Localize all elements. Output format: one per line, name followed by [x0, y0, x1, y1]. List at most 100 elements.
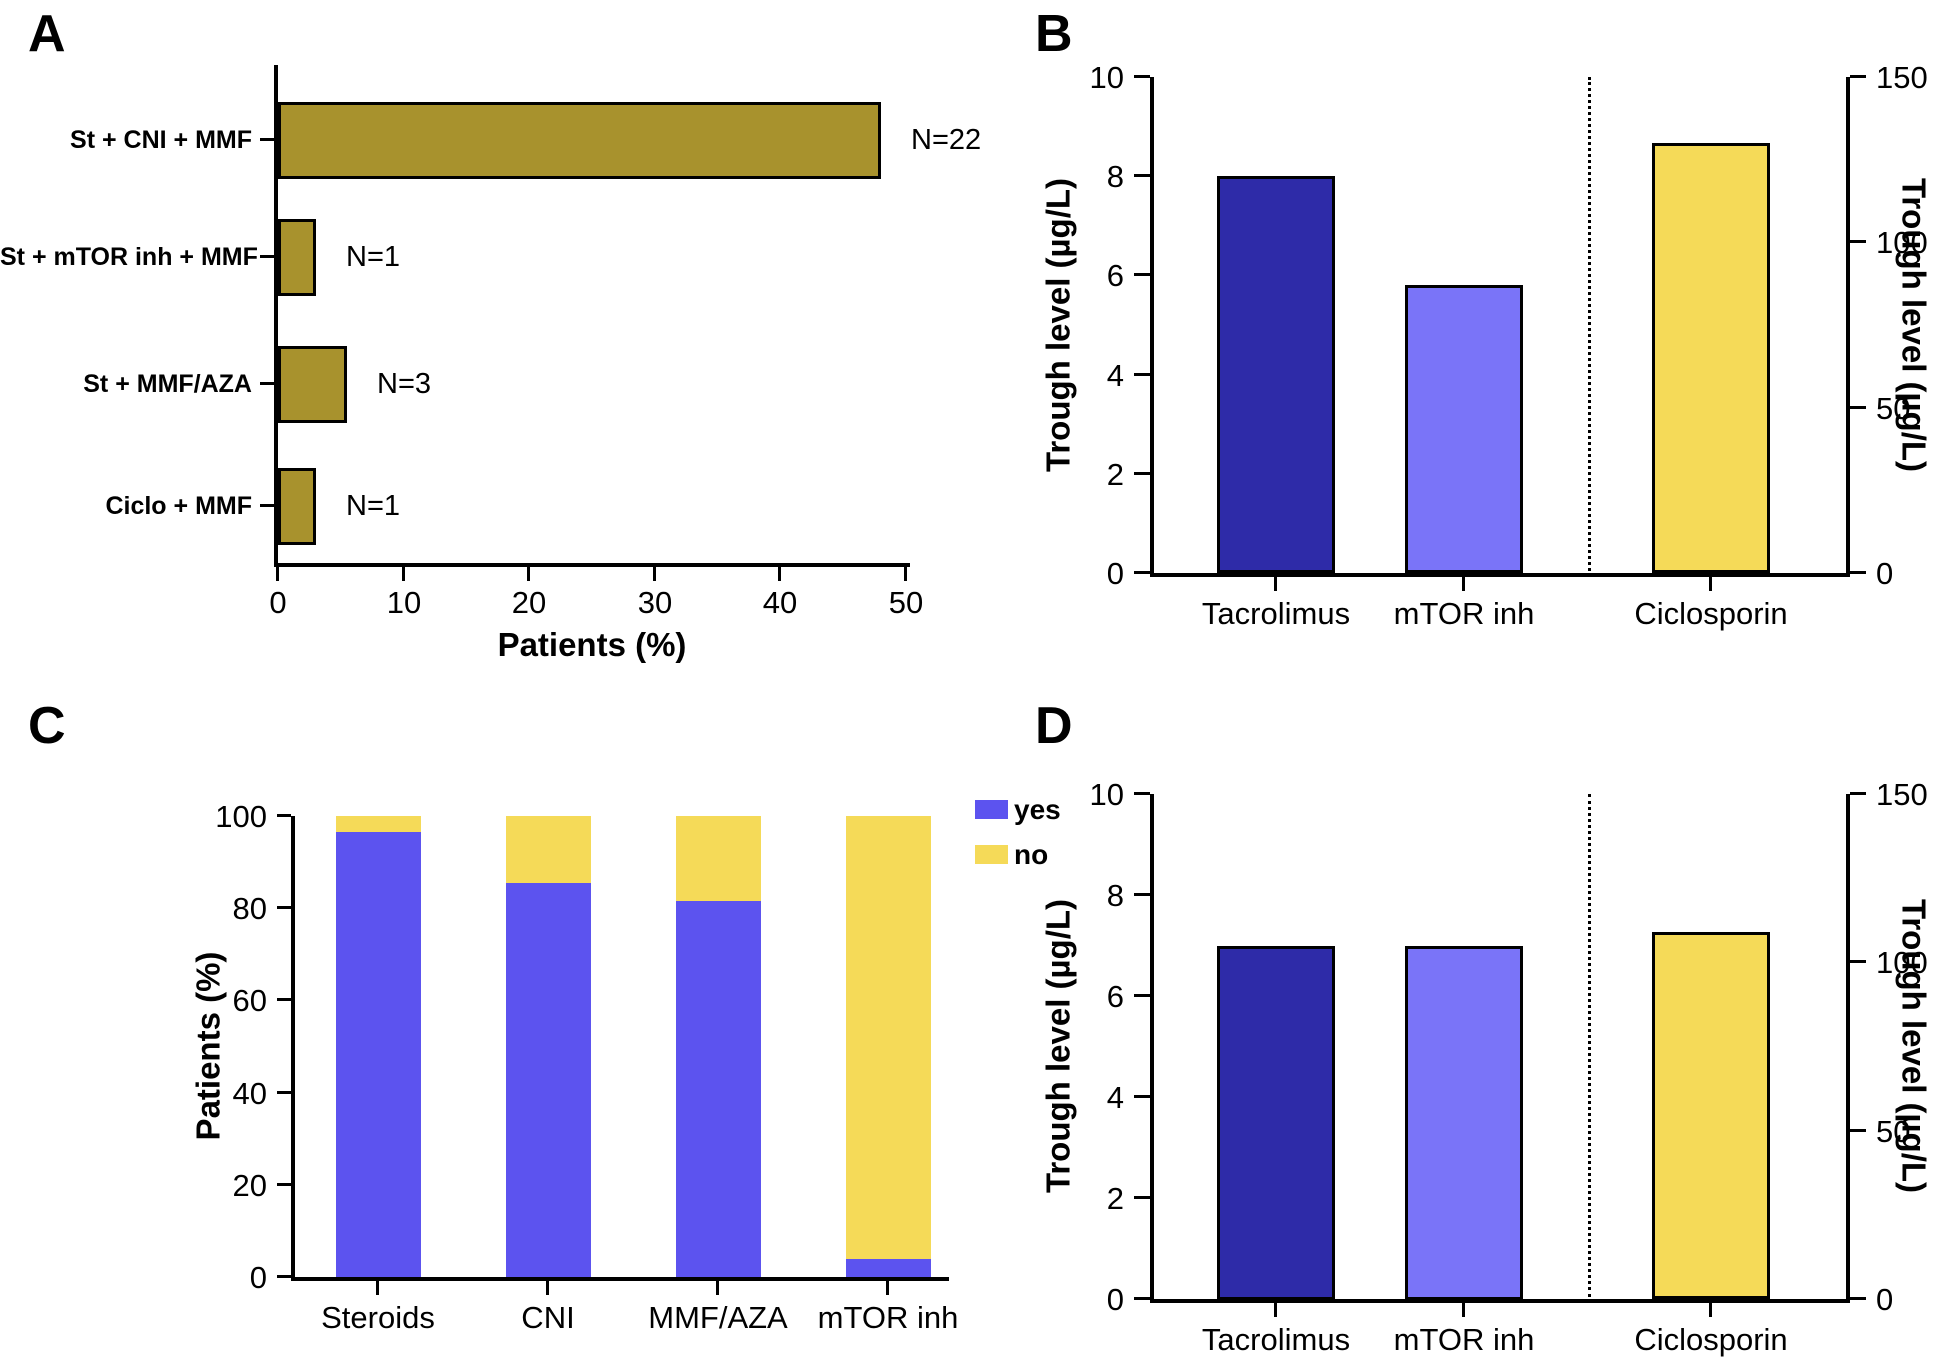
y-axis-line [274, 65, 278, 567]
x-tick [546, 1281, 549, 1295]
bar [1652, 932, 1770, 1299]
y-axis-tick [277, 906, 291, 909]
left-axis-line [1150, 794, 1154, 1303]
right-axis-line [1846, 77, 1850, 577]
y-axis-tick-label: 20 [232, 1168, 267, 1203]
category-label: mTOR inh [1393, 596, 1535, 631]
x-tick-label: 20 [511, 585, 547, 620]
category-label: mTOR inh [817, 1300, 959, 1335]
y-axis-tick [277, 814, 291, 817]
right-axis-tick-label: 100 [1876, 225, 1928, 260]
category-label: MMF/AZA [648, 1300, 788, 1335]
bar [278, 102, 881, 179]
bar [1652, 143, 1770, 573]
y-axis-tick-label: 0 [249, 1260, 267, 1295]
category-label: Tacrolimus [1201, 1322, 1351, 1357]
legend-swatch-yes [975, 800, 1008, 819]
x-tick [653, 567, 656, 581]
right-axis-line [1846, 794, 1850, 1303]
panel-a-xaxis-title: Patients (%) [497, 626, 687, 663]
x-tick [1462, 1303, 1465, 1317]
y-axis-line [291, 816, 295, 1281]
panel-d-letter: D [1035, 697, 1073, 755]
right-axis-tick [1850, 240, 1866, 243]
category-label: St + mTOR inh + MMF [0, 243, 258, 271]
category-label: St + CNI + MMF [70, 126, 252, 154]
bar-segment-no [336, 816, 421, 832]
legend-label-yes: yes [1014, 794, 1061, 825]
category-label: Ciclosporin [1634, 1322, 1788, 1357]
right-axis-tick-label: 50 [1876, 1114, 1911, 1149]
bar-segment-no [846, 816, 931, 1259]
x-axis-line [274, 563, 910, 567]
left-axis-tick-label: 0 [1106, 556, 1124, 591]
y-axis-tick [277, 1183, 291, 1186]
bar-segment-yes [846, 1259, 931, 1277]
left-axis-tick-label: 0 [1106, 1282, 1124, 1317]
x-tick-label: 50 [888, 585, 924, 620]
left-axis-tick [1134, 1297, 1150, 1300]
left-axis-tick-label: 2 [1106, 1181, 1124, 1216]
left-axis-tick [1134, 273, 1150, 276]
left-axis-tick-label: 4 [1106, 358, 1124, 393]
left-axis-tick-label: 8 [1106, 878, 1124, 913]
category-label: Tacrolimus [1201, 596, 1351, 631]
y-axis-tick [277, 1091, 291, 1094]
category-label: mTOR inh [1393, 1322, 1535, 1357]
left-axis-tick [1134, 571, 1150, 574]
y-axis-tick [277, 1275, 291, 1278]
y-axis-tick [277, 998, 291, 1001]
x-tick [778, 567, 781, 581]
bar-segment-yes [506, 883, 591, 1277]
y-axis-tick-label: 40 [232, 1076, 267, 1111]
left-axis-tick [1134, 893, 1150, 896]
right-axis-tick-label: 50 [1876, 391, 1911, 426]
bar [1405, 285, 1523, 573]
bar [1405, 946, 1523, 1300]
right-axis-tick-label: 150 [1876, 60, 1928, 95]
bar [1217, 176, 1335, 573]
left-axis-tick-label: 6 [1106, 979, 1124, 1014]
right-axis-tick-label: 100 [1876, 945, 1928, 980]
right-axis-tick [1850, 960, 1866, 963]
category-label: Steroids [321, 1300, 435, 1335]
left-axis-line [1150, 77, 1154, 577]
bar-segment-no [506, 816, 591, 883]
bar-annotation: N=22 [911, 124, 982, 156]
x-tick-label: 40 [762, 585, 798, 620]
x-tick [716, 1281, 719, 1295]
left-axis-tick-label: 2 [1106, 457, 1124, 492]
panel-b-letter: B [1035, 5, 1073, 63]
legend-label-no: no [1014, 839, 1049, 870]
bar-segment-yes [336, 832, 421, 1277]
category-label: Ciclosporin [1634, 596, 1788, 631]
left-axis-tick-label: 4 [1106, 1080, 1124, 1115]
bar-annotation: N=3 [377, 368, 432, 400]
panel-c-letter: C [28, 697, 66, 755]
bar [278, 346, 347, 423]
x-tick [402, 567, 405, 581]
bar-annotation: N=1 [346, 241, 401, 273]
category-tick [260, 255, 274, 258]
x-tick [886, 1281, 889, 1295]
left-axis-tick [1134, 174, 1150, 177]
legend-swatch-no [975, 845, 1008, 864]
left-axis-tick [1134, 792, 1150, 795]
panel-a-letter: A [28, 5, 66, 63]
separator-dotted-line [1588, 794, 1591, 1297]
bar-annotation: N=1 [346, 490, 401, 522]
right-axis-tick-label: 0 [1876, 1282, 1894, 1317]
right-axis-tick [1850, 75, 1866, 78]
category-label: CNI [521, 1300, 575, 1335]
bar [278, 468, 316, 545]
x-axis-line [291, 1277, 949, 1281]
left-axis-tick [1134, 373, 1150, 376]
x-tick-label: 0 [269, 585, 287, 620]
left-axis-tick [1134, 1196, 1150, 1199]
x-tick-label: 10 [386, 585, 422, 620]
